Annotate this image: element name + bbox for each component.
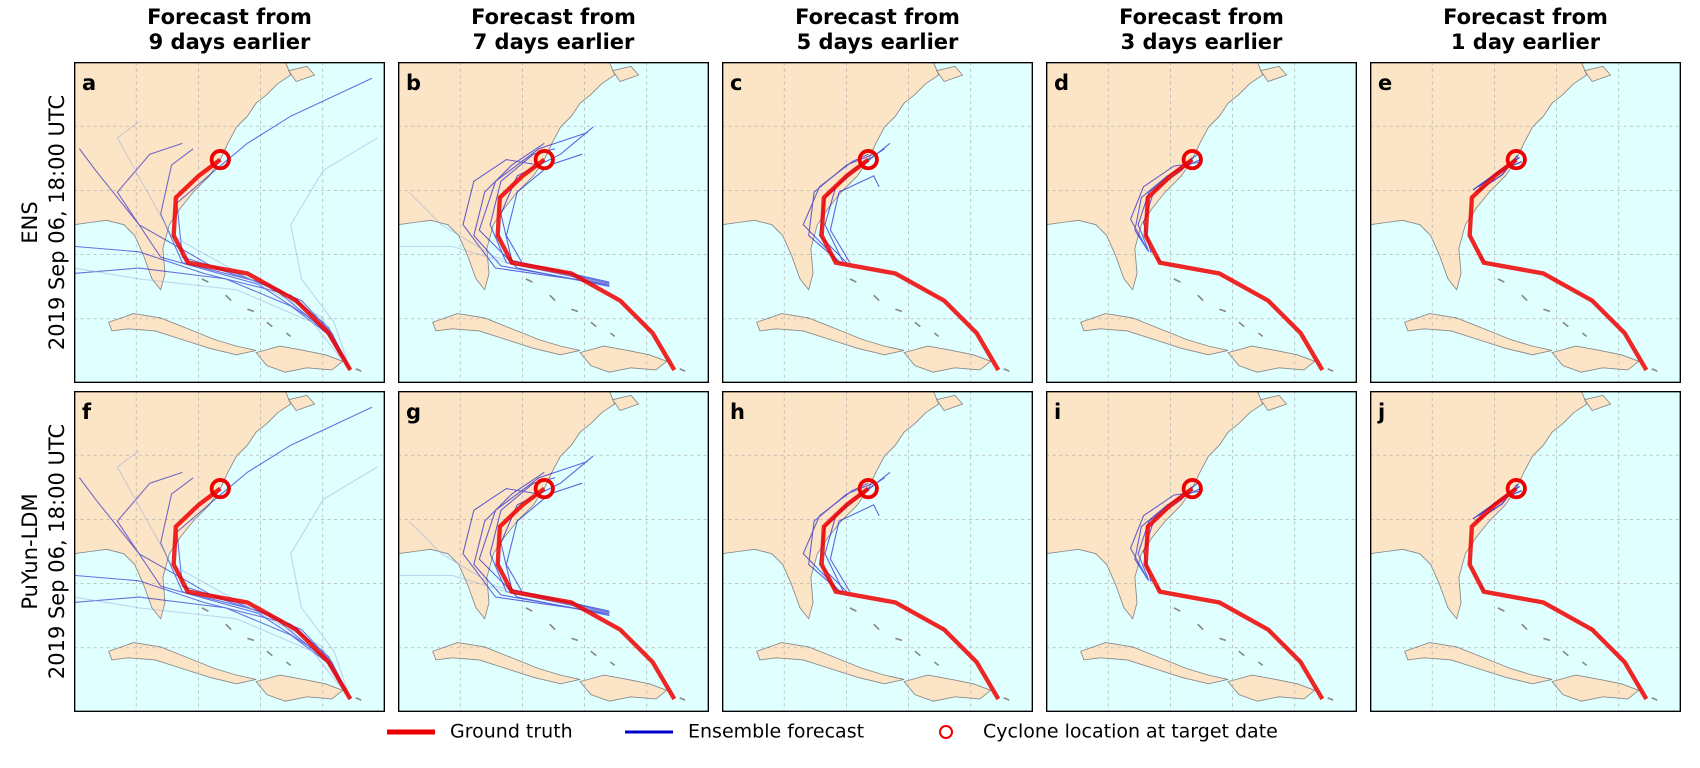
- column-title: 9 days earlier: [149, 30, 311, 54]
- map-panel: [722, 391, 1033, 712]
- column-title: Forecast from: [147, 5, 312, 29]
- map-panel: [74, 62, 385, 383]
- panel-frame: [1046, 391, 1357, 712]
- panel-letter: c: [730, 71, 742, 95]
- map-panel: [398, 391, 709, 712]
- panel-frame: [722, 391, 1033, 712]
- column-title: Forecast from: [471, 5, 636, 29]
- column-title: 7 days earlier: [473, 30, 635, 54]
- panel-letter: f: [82, 400, 92, 424]
- column-title: 1 day earlier: [1451, 30, 1601, 54]
- panel-frame: [398, 391, 709, 712]
- row-date: 2019 Sep 06, 18:00 UTC: [45, 95, 69, 350]
- legend-label: Ensemble forecast: [688, 721, 864, 743]
- panel-frame: [1046, 62, 1357, 383]
- panel-letter: g: [406, 400, 421, 424]
- legend-swatch: [939, 725, 953, 739]
- panel-letter: h: [730, 400, 745, 424]
- column-title: Forecast from: [795, 5, 960, 29]
- legend-label: Ground truth: [450, 721, 573, 743]
- panel-frame: [1370, 391, 1681, 712]
- row-model: PuYun-LDM: [18, 493, 42, 609]
- panel-letter: i: [1054, 400, 1061, 424]
- map-panel: [1370, 62, 1681, 383]
- panel-frame: [1370, 62, 1681, 383]
- panel-frame: [722, 62, 1033, 383]
- map-panel: [1046, 62, 1357, 383]
- column-title: 3 days earlier: [1121, 30, 1283, 54]
- panel-letter: b: [406, 71, 421, 95]
- panel-letter: e: [1378, 71, 1392, 95]
- row-date: 2019 Sep 06, 18:00 UTC: [45, 424, 69, 679]
- column-title: 5 days earlier: [797, 30, 959, 54]
- legend-label: Cyclone location at target date: [983, 721, 1278, 743]
- map-panel: [722, 62, 1033, 383]
- panel-letter: a: [82, 71, 96, 95]
- map-panel: [74, 391, 385, 712]
- panel-letter: d: [1054, 71, 1069, 95]
- panel-letter: j: [1377, 400, 1385, 424]
- map-panel: [398, 62, 709, 383]
- map-panel: [1046, 391, 1357, 712]
- column-title: Forecast from: [1119, 5, 1284, 29]
- panel-frame: [74, 391, 385, 712]
- panel-frame: [398, 62, 709, 383]
- panel-frame: [74, 62, 385, 383]
- map-panel: [1370, 391, 1681, 712]
- column-title: Forecast from: [1443, 5, 1608, 29]
- row-model: ENS: [18, 201, 42, 243]
